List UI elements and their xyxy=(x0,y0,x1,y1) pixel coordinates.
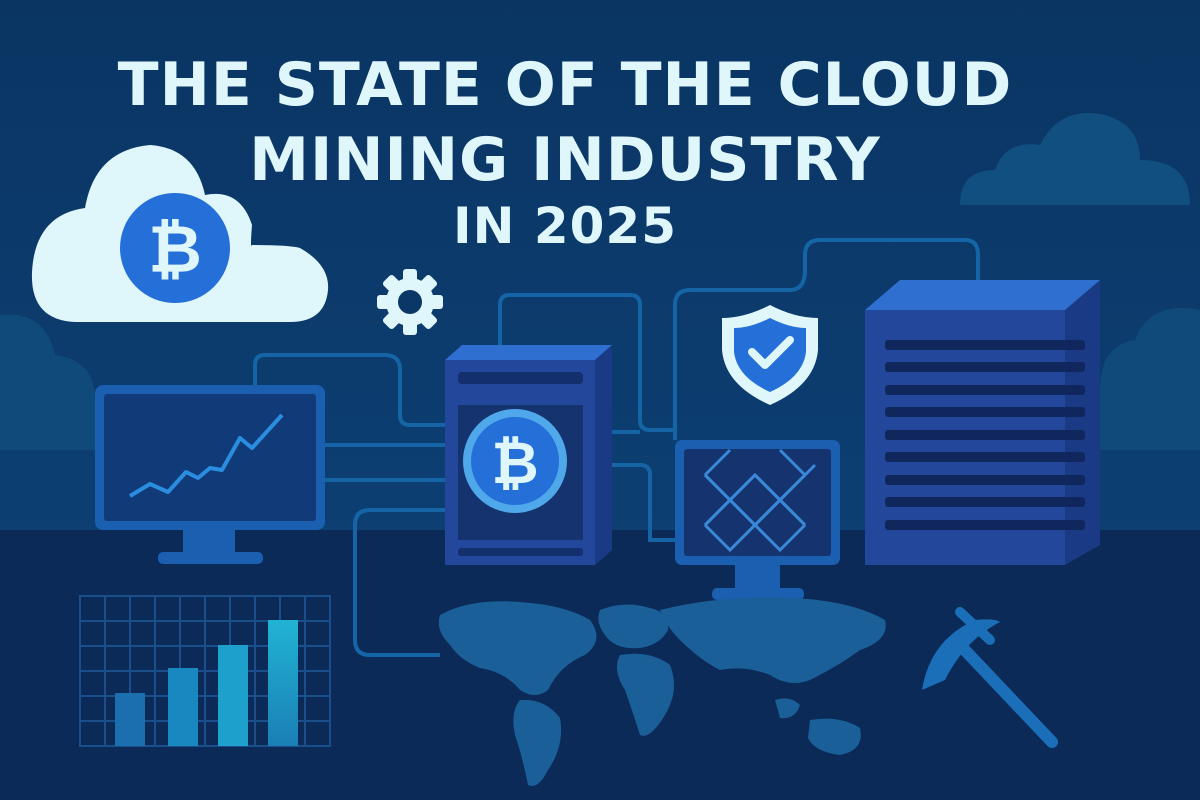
svg-text:₿: ₿ xyxy=(491,429,538,497)
gear-icon xyxy=(377,269,443,335)
svg-text:₿: ₿ xyxy=(148,211,202,288)
title-line-3: IN 2025 xyxy=(452,197,678,255)
world-map-icon xyxy=(438,597,886,786)
pickaxe-icon xyxy=(922,607,1058,748)
background-ground xyxy=(0,530,1200,800)
monitor-grid-icon xyxy=(675,440,840,600)
background-cloud-icon xyxy=(960,113,1190,205)
title-line-1: THE STATE OF THE CLOUD xyxy=(117,50,1013,120)
bar xyxy=(115,693,145,746)
server-bitcoin-icon: ₿ xyxy=(445,345,612,565)
monitor-chart-icon xyxy=(95,385,325,564)
network-lines xyxy=(253,238,980,657)
shield-check-icon xyxy=(722,305,818,405)
server-tower-icon xyxy=(865,280,1100,565)
bar-chart-icon xyxy=(79,595,331,747)
title-line-2: MINING INDUSTRY xyxy=(249,125,881,195)
bar xyxy=(218,645,248,746)
bar xyxy=(268,620,298,746)
bar xyxy=(168,668,198,746)
background-cloud-icon xyxy=(0,308,1200,450)
cloud-bitcoin-icon: ₿ xyxy=(31,145,329,322)
